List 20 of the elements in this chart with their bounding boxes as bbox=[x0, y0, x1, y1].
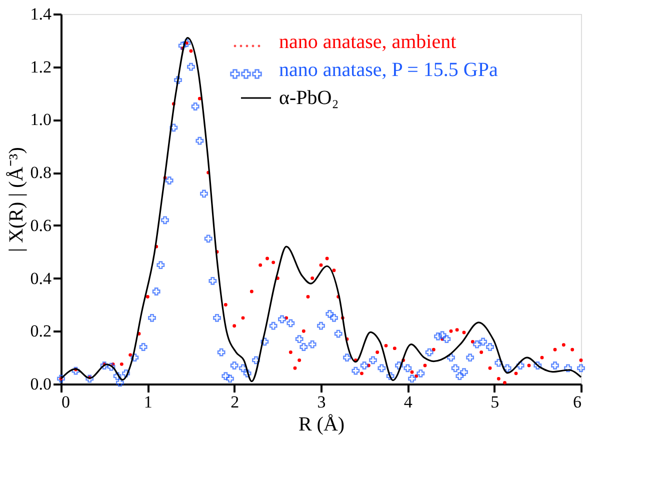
y-tick-label: 0.4 bbox=[30, 268, 52, 288]
x-tick-label: 4 bbox=[404, 392, 413, 412]
y-tick-label: 0.8 bbox=[30, 163, 52, 182]
x-tick-label: 5 bbox=[490, 392, 500, 412]
y-tick-label: 1.4 bbox=[30, 4, 52, 24]
x-tick-label: 1 bbox=[144, 392, 152, 412]
legend-label: α-PbO₂ bbox=[279, 87, 339, 109]
y-tick-label: 0.0 bbox=[30, 374, 52, 394]
y-tick-label: 0.2 bbox=[30, 322, 52, 341]
x-tick-label: 6 bbox=[573, 392, 582, 412]
y-tick-label: 1.0 bbox=[30, 110, 52, 130]
y-tick-label: 1.2 bbox=[30, 57, 52, 76]
y-tick-label: 0.6 bbox=[30, 216, 52, 235]
x-tick-label: 3 bbox=[317, 392, 326, 412]
legend-label: nano anatase, P = 15.5 GPa bbox=[279, 59, 498, 81]
x-axis-title: R (Å) bbox=[298, 414, 345, 436]
text: nano anatase, ambient bbox=[279, 31, 457, 53]
x-tick-label: 2 bbox=[230, 392, 240, 412]
x-tick-label: 0 bbox=[62, 392, 70, 412]
y-axis-title: | X(R) | (Å⁻³) bbox=[5, 147, 28, 252]
